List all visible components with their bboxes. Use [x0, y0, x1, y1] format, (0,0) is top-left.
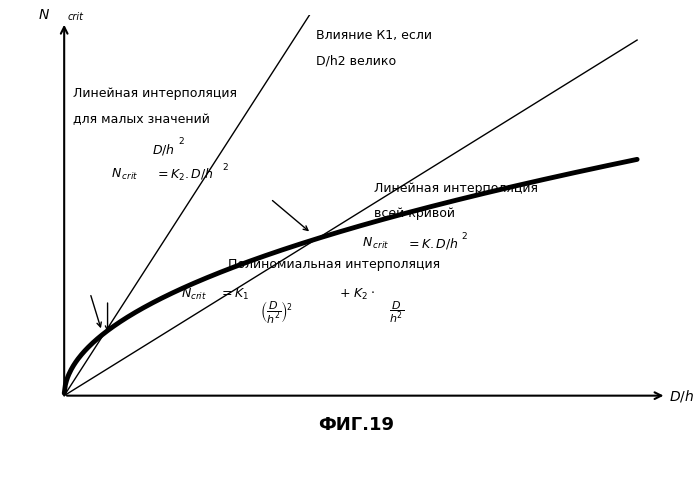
- Text: $N_{\/crit}$: $N_{\/crit}$: [362, 236, 389, 251]
- Text: 2: 2: [179, 137, 185, 146]
- Text: $=K.D/h$: $=K.D/h$: [406, 236, 459, 251]
- Text: D/h2 велико: D/h2 велико: [315, 55, 396, 67]
- Text: $N_{\/crit}$: $N_{\/crit}$: [111, 167, 138, 182]
- Text: 2: 2: [222, 163, 228, 172]
- Text: $=K_2.D/h$: $=K_2.D/h$: [154, 167, 214, 183]
- Text: для малых значений: для малых значений: [73, 113, 210, 125]
- Text: $\dfrac{D}{h^2}$: $\dfrac{D}{h^2}$: [389, 300, 404, 325]
- Text: $N_{crit}$: $N_{crit}$: [181, 287, 207, 302]
- Text: $\left(\dfrac{D}{h^2}\right)^{\!2}$: $\left(\dfrac{D}{h^2}\right)^{\!2}$: [260, 300, 292, 325]
- Text: Полиномиальная интерполяция: Полиномиальная интерполяция: [228, 258, 440, 271]
- Text: crit: crit: [67, 12, 83, 22]
- Text: Линейная интерполяция: Линейная интерполяция: [73, 87, 237, 100]
- Text: $N$: $N$: [38, 8, 50, 22]
- Text: ФИГ.19: ФИГ.19: [319, 416, 394, 434]
- Text: $D/h$: $D/h$: [669, 387, 695, 404]
- Text: 2: 2: [462, 232, 468, 241]
- Text: Линейная интерполяция: Линейная интерполяция: [374, 182, 538, 195]
- Text: $+\ K_2\cdot$: $+\ K_2\cdot$: [339, 287, 375, 302]
- Text: Влияние К1, если: Влияние К1, если: [315, 29, 431, 42]
- Text: $D/h$: $D/h$: [152, 142, 175, 157]
- Text: всей кривой: всей кривой: [374, 207, 455, 220]
- Text: $=K_1$: $=K_1$: [219, 287, 250, 302]
